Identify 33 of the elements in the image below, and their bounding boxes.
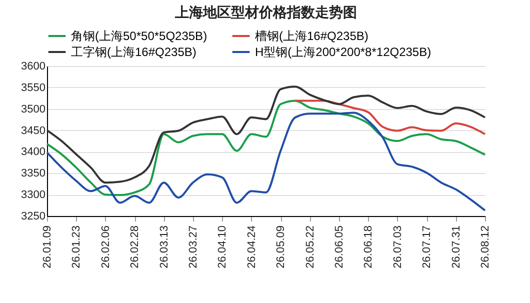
x-tick-label: 26.04.10: [216, 226, 229, 268]
x-tick-label: 26.07.31: [450, 226, 462, 268]
x-tick-label: 26.04.24: [246, 226, 258, 268]
line-series: [46, 112, 486, 212]
y-tick-label: 3350: [21, 168, 46, 180]
y-tick-label: 3450: [21, 124, 46, 137]
x-tick-label: 26.05.09: [275, 226, 288, 268]
line-series: [46, 86, 486, 184]
y-tick-label: 3400: [21, 146, 46, 158]
chart-title: 上海地区型材价格指数走势图: [174, 4, 357, 20]
x-tick-label: 26.03.13: [158, 226, 170, 268]
y-tick-label: 3600: [21, 60, 46, 72]
x-tick-label: 26.03.27: [188, 226, 200, 268]
legend-label: 槽钢(上海16#Q235B): [255, 29, 368, 43]
x-tick-label: 26.05.22: [304, 226, 316, 268]
x-tick-label: 26.02.28: [129, 226, 142, 268]
x-tick-label: 26.07.03: [392, 226, 404, 268]
x-tick-label: 26.08.12: [480, 226, 492, 268]
x-tick-label: 26.06.05: [334, 226, 346, 268]
y-tick-label: 3300: [21, 189, 46, 202]
line-series: [294, 100, 486, 136]
legend-label: 工字钢(上海16#Q235B): [71, 45, 196, 59]
y-tick-label: 3250: [21, 210, 46, 222]
y-tick-label: 3500: [21, 103, 46, 116]
x-tick-label: 26.01.23: [70, 226, 83, 268]
line-series: [46, 100, 486, 196]
x-tick-label: 26.01.09: [42, 226, 54, 268]
legend-label: H型钢(上海200*200*8*12Q235B): [255, 45, 432, 59]
x-tick-label: 26.02.06: [100, 226, 112, 268]
x-tick-label: 26.06.18: [362, 226, 375, 268]
y-tick-label: 3550: [21, 82, 46, 94]
x-tick-label: 26.07.17: [421, 226, 434, 268]
legend-label: 角钢(上海50*50*5Q235B): [71, 29, 208, 43]
